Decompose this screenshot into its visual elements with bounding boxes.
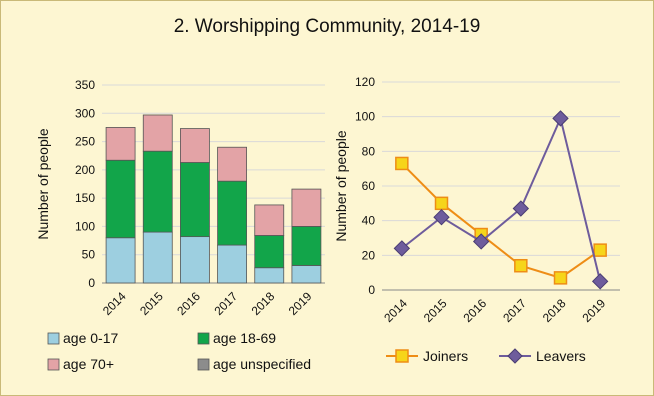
line-ytick-label: 20 bbox=[362, 248, 376, 262]
line-ytick-label: 100 bbox=[355, 110, 375, 124]
bar-xtick-label: 2018 bbox=[249, 289, 278, 318]
bar-age-18-69-2014 bbox=[105, 159, 136, 239]
bar-age-70--2019 bbox=[291, 188, 322, 227]
point-joiners-2019 bbox=[593, 243, 607, 257]
line-y-axis-label: Number of people bbox=[333, 130, 349, 242]
legend-label-age-70-: age 70+ bbox=[63, 356, 114, 372]
line-xtick-label: 2018 bbox=[540, 296, 569, 325]
bar-age-70--2015 bbox=[142, 114, 173, 152]
bar-age-70--2017 bbox=[217, 146, 247, 182]
legend-label-joiners: Joiners bbox=[423, 348, 468, 364]
bar-age-18-69-2018 bbox=[254, 235, 285, 269]
bar-age-0-17-2017 bbox=[217, 244, 247, 284]
bar-xtick-label: 2015 bbox=[137, 289, 166, 318]
line-ytick-label: 120 bbox=[355, 75, 375, 89]
bar-ytick-label: 0 bbox=[88, 276, 95, 290]
legend-label-age-18-69: age 18-69 bbox=[213, 330, 276, 346]
point-leavers-2019 bbox=[591, 273, 609, 290]
bar-age-0-17-2018 bbox=[254, 267, 285, 284]
point-joiners-2015 bbox=[434, 196, 449, 211]
bar-age-0-17-2014 bbox=[105, 237, 136, 284]
bar-age-18-69-2017 bbox=[217, 180, 247, 246]
bar-age-0-17-2016 bbox=[180, 236, 210, 284]
bar-age-18-69-2016 bbox=[180, 162, 210, 238]
bar-age-18-69-2015 bbox=[142, 150, 173, 233]
bar-xtick-label: 2019 bbox=[286, 289, 315, 318]
legend-swatch-age-unspecified bbox=[197, 358, 210, 371]
bar-xtick-label: 2016 bbox=[174, 289, 203, 318]
series-line-leavers bbox=[401, 115, 602, 282]
legend-swatch-age-18-69 bbox=[197, 332, 210, 345]
line-ytick-label: 60 bbox=[362, 179, 376, 193]
line-xtick-label: 2016 bbox=[461, 296, 490, 325]
line-ytick-label: 0 bbox=[368, 283, 375, 297]
legend-label-leavers: Leavers bbox=[536, 348, 586, 364]
point-leavers-2014 bbox=[393, 240, 411, 257]
bar-age-0-17-2015 bbox=[142, 231, 173, 284]
bar-age-70--2016 bbox=[180, 128, 210, 163]
bar-age-0-17-2019 bbox=[291, 265, 322, 284]
legend-swatch-age-0-17 bbox=[47, 332, 60, 345]
legend-label-age-0-17: age 0-17 bbox=[63, 330, 118, 346]
point-joiners-2014 bbox=[395, 156, 409, 171]
bar-ytick-label: 300 bbox=[75, 106, 95, 120]
bar-ytick-label: 50 bbox=[82, 248, 96, 262]
bar-ytick-label: 100 bbox=[75, 219, 95, 233]
point-leavers-2016 bbox=[472, 233, 490, 250]
point-joiners-2018 bbox=[553, 271, 568, 285]
legend-marker-leavers bbox=[507, 348, 523, 364]
legend-label-age-unspecified: age unspecified bbox=[213, 356, 311, 372]
bar-ytick-label: 350 bbox=[75, 78, 95, 92]
bar-ytick-label: 200 bbox=[75, 163, 95, 177]
legend-swatch-age-70- bbox=[47, 358, 60, 371]
point-leavers-2017 bbox=[512, 200, 530, 217]
bar-y-axis-label: Number of people bbox=[35, 128, 51, 240]
bar-age-70--2014 bbox=[105, 127, 136, 161]
line-ytick-label: 80 bbox=[362, 144, 376, 158]
line-xtick-label: 2017 bbox=[500, 296, 529, 325]
legend-marker-joiners bbox=[395, 349, 409, 363]
line-xtick-label: 2019 bbox=[580, 296, 609, 325]
point-joiners-2017 bbox=[514, 258, 528, 273]
line-xtick-label: 2015 bbox=[421, 296, 450, 325]
line-ytick-label: 40 bbox=[362, 214, 376, 228]
bar-age-70--2018 bbox=[254, 204, 285, 236]
point-leavers-2018 bbox=[552, 110, 569, 127]
bar-ytick-label: 150 bbox=[75, 191, 95, 205]
line-xtick-label: 2014 bbox=[381, 296, 410, 325]
point-leavers-2015 bbox=[433, 208, 450, 226]
bar-xtick-label: 2014 bbox=[100, 289, 129, 318]
bar-age-18-69-2019 bbox=[291, 226, 322, 266]
bar-ytick-label: 250 bbox=[75, 135, 95, 149]
bar-xtick-label: 2017 bbox=[211, 289, 240, 318]
figure-title: 2. Worshipping Community, 2014-19 bbox=[173, 16, 481, 37]
